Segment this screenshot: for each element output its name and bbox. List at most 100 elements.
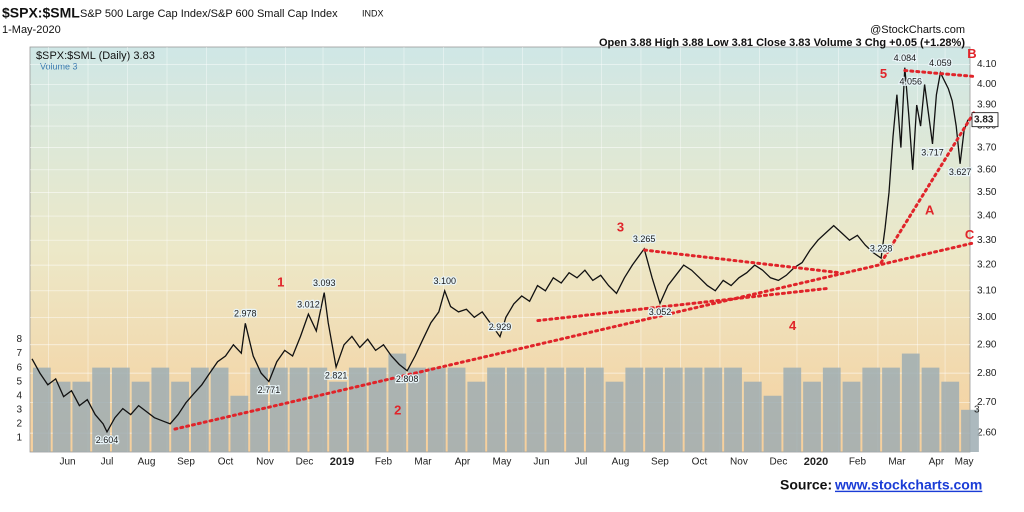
- volume-bar: [230, 395, 249, 452]
- x-tick-label: Oct: [692, 457, 708, 468]
- date: 1-May-2020: [2, 24, 61, 36]
- wave-label: 1: [277, 274, 284, 289]
- x-tick-label: Aug: [612, 457, 630, 468]
- volume-bar: [724, 367, 742, 452]
- volume-bar: [92, 367, 110, 452]
- y-tick-label: 2.70: [977, 397, 997, 408]
- legend-volume: Volume 3: [40, 61, 78, 71]
- x-tick-label: Jul: [575, 457, 588, 468]
- volume-bar: [52, 381, 71, 452]
- volume-bar: [269, 367, 288, 452]
- volume-bar: [645, 367, 663, 452]
- x-tick-label: Jul: [101, 457, 114, 468]
- wave-label: 4: [789, 318, 797, 333]
- volume-bar: [72, 381, 91, 452]
- source-link[interactable]: www.stockcharts.com: [834, 477, 982, 493]
- point-label: 2.808: [396, 374, 419, 384]
- volume-bar: [684, 367, 703, 452]
- y-tick-label: 3.50: [977, 187, 997, 198]
- exchange: INDX: [362, 8, 384, 18]
- y-tick-label: 3.60: [977, 164, 997, 175]
- volume-bar: [309, 367, 328, 452]
- y2-tick-label: 6: [16, 362, 22, 373]
- x-tick-label: Feb: [375, 457, 393, 468]
- chart-title: S&P 500 Large Cap Index/S&P 600 Small Ca…: [80, 8, 338, 20]
- volume-bar: [210, 367, 229, 452]
- y-tick-label: 2.90: [977, 339, 997, 350]
- wave-label: 3: [617, 219, 624, 234]
- volume-bar: [585, 367, 604, 452]
- last-price: 3.83: [974, 114, 994, 125]
- volume-bar: [348, 367, 367, 452]
- point-label: 3.228: [870, 243, 893, 253]
- volume-bar: [171, 381, 189, 452]
- volume-bar: [427, 367, 446, 452]
- y-tick-label: 3.40: [977, 211, 997, 222]
- x-tick-label: Dec: [296, 457, 314, 468]
- title-symbol: $SPX:$SML: [2, 5, 80, 21]
- volume-bar: [803, 381, 821, 452]
- point-label: 3.093: [313, 278, 336, 288]
- x-tick-label: Mar: [888, 457, 906, 468]
- trendline: [903, 69, 977, 78]
- y-tick-label: 2.80: [977, 368, 997, 379]
- trendline: [173, 241, 977, 431]
- trendline: [536, 286, 832, 323]
- point-label: 4.084: [894, 53, 917, 63]
- volume-bar: [526, 367, 545, 452]
- y2-tick-label: 4: [16, 390, 22, 401]
- volume-bar: [329, 381, 347, 452]
- volume-bar: [664, 367, 683, 452]
- wave-label: 5: [880, 66, 887, 81]
- x-tick-label: Nov: [730, 457, 748, 468]
- volume-bar: [822, 367, 841, 452]
- point-label: 2.929: [489, 322, 512, 332]
- volume-bar: [901, 353, 920, 452]
- x-tick-label: 2019: [330, 456, 354, 468]
- x-tick-label: Aug: [138, 457, 156, 468]
- x-tick-label: Feb: [849, 457, 867, 468]
- y-tick-label: 3.10: [977, 285, 997, 296]
- y2-tick-label: 5: [16, 376, 22, 387]
- volume-bar: [882, 367, 900, 452]
- point-label: 2.821: [325, 370, 348, 380]
- y2-tick-label: 7: [16, 348, 22, 359]
- volume-bar: [506, 367, 525, 452]
- volume-bar: [467, 381, 486, 452]
- y2-tick-label: 2: [16, 419, 22, 430]
- volume-bar: [289, 367, 308, 452]
- watermark: @StockCharts.com: [870, 24, 965, 36]
- wave-label: B: [967, 46, 976, 61]
- last-price-box: [971, 112, 999, 128]
- x-tick-label: Dec: [770, 457, 788, 468]
- trendline: [643, 248, 842, 275]
- y-tick-label: 3.20: [977, 260, 997, 271]
- point-label: 3.052: [649, 307, 672, 317]
- volume-bar: [862, 367, 881, 452]
- volume-bar: [368, 367, 387, 452]
- y-tick-label: 4.10: [977, 59, 997, 70]
- y-tick-label: 3.90: [977, 100, 997, 111]
- y2-tick-label: 3: [16, 404, 22, 415]
- x-tick-label: 2020: [804, 456, 828, 468]
- point-label: 3.265: [633, 234, 656, 244]
- x-tick-label: Nov: [256, 457, 274, 468]
- volume-bar: [190, 367, 209, 452]
- volume-bar: [783, 367, 802, 452]
- wave-label: C: [965, 227, 975, 242]
- volume-bar: [566, 367, 584, 452]
- point-label: 2.978: [234, 309, 257, 319]
- volume-bar: [625, 367, 644, 452]
- x-tick-label: Apr: [455, 457, 471, 468]
- point-label: 4.059: [929, 58, 952, 68]
- volume-bar: [704, 367, 723, 452]
- x-tick-label: May: [955, 457, 974, 468]
- volume-bar: [447, 367, 466, 452]
- price-line: [31, 67, 969, 434]
- x-tick-label: Jun: [59, 457, 75, 468]
- volume-bar: [32, 367, 51, 452]
- point-label: 3.717: [921, 147, 944, 157]
- x-tick-label: Apr: [929, 457, 945, 468]
- x-tick-label: Jun: [533, 457, 549, 468]
